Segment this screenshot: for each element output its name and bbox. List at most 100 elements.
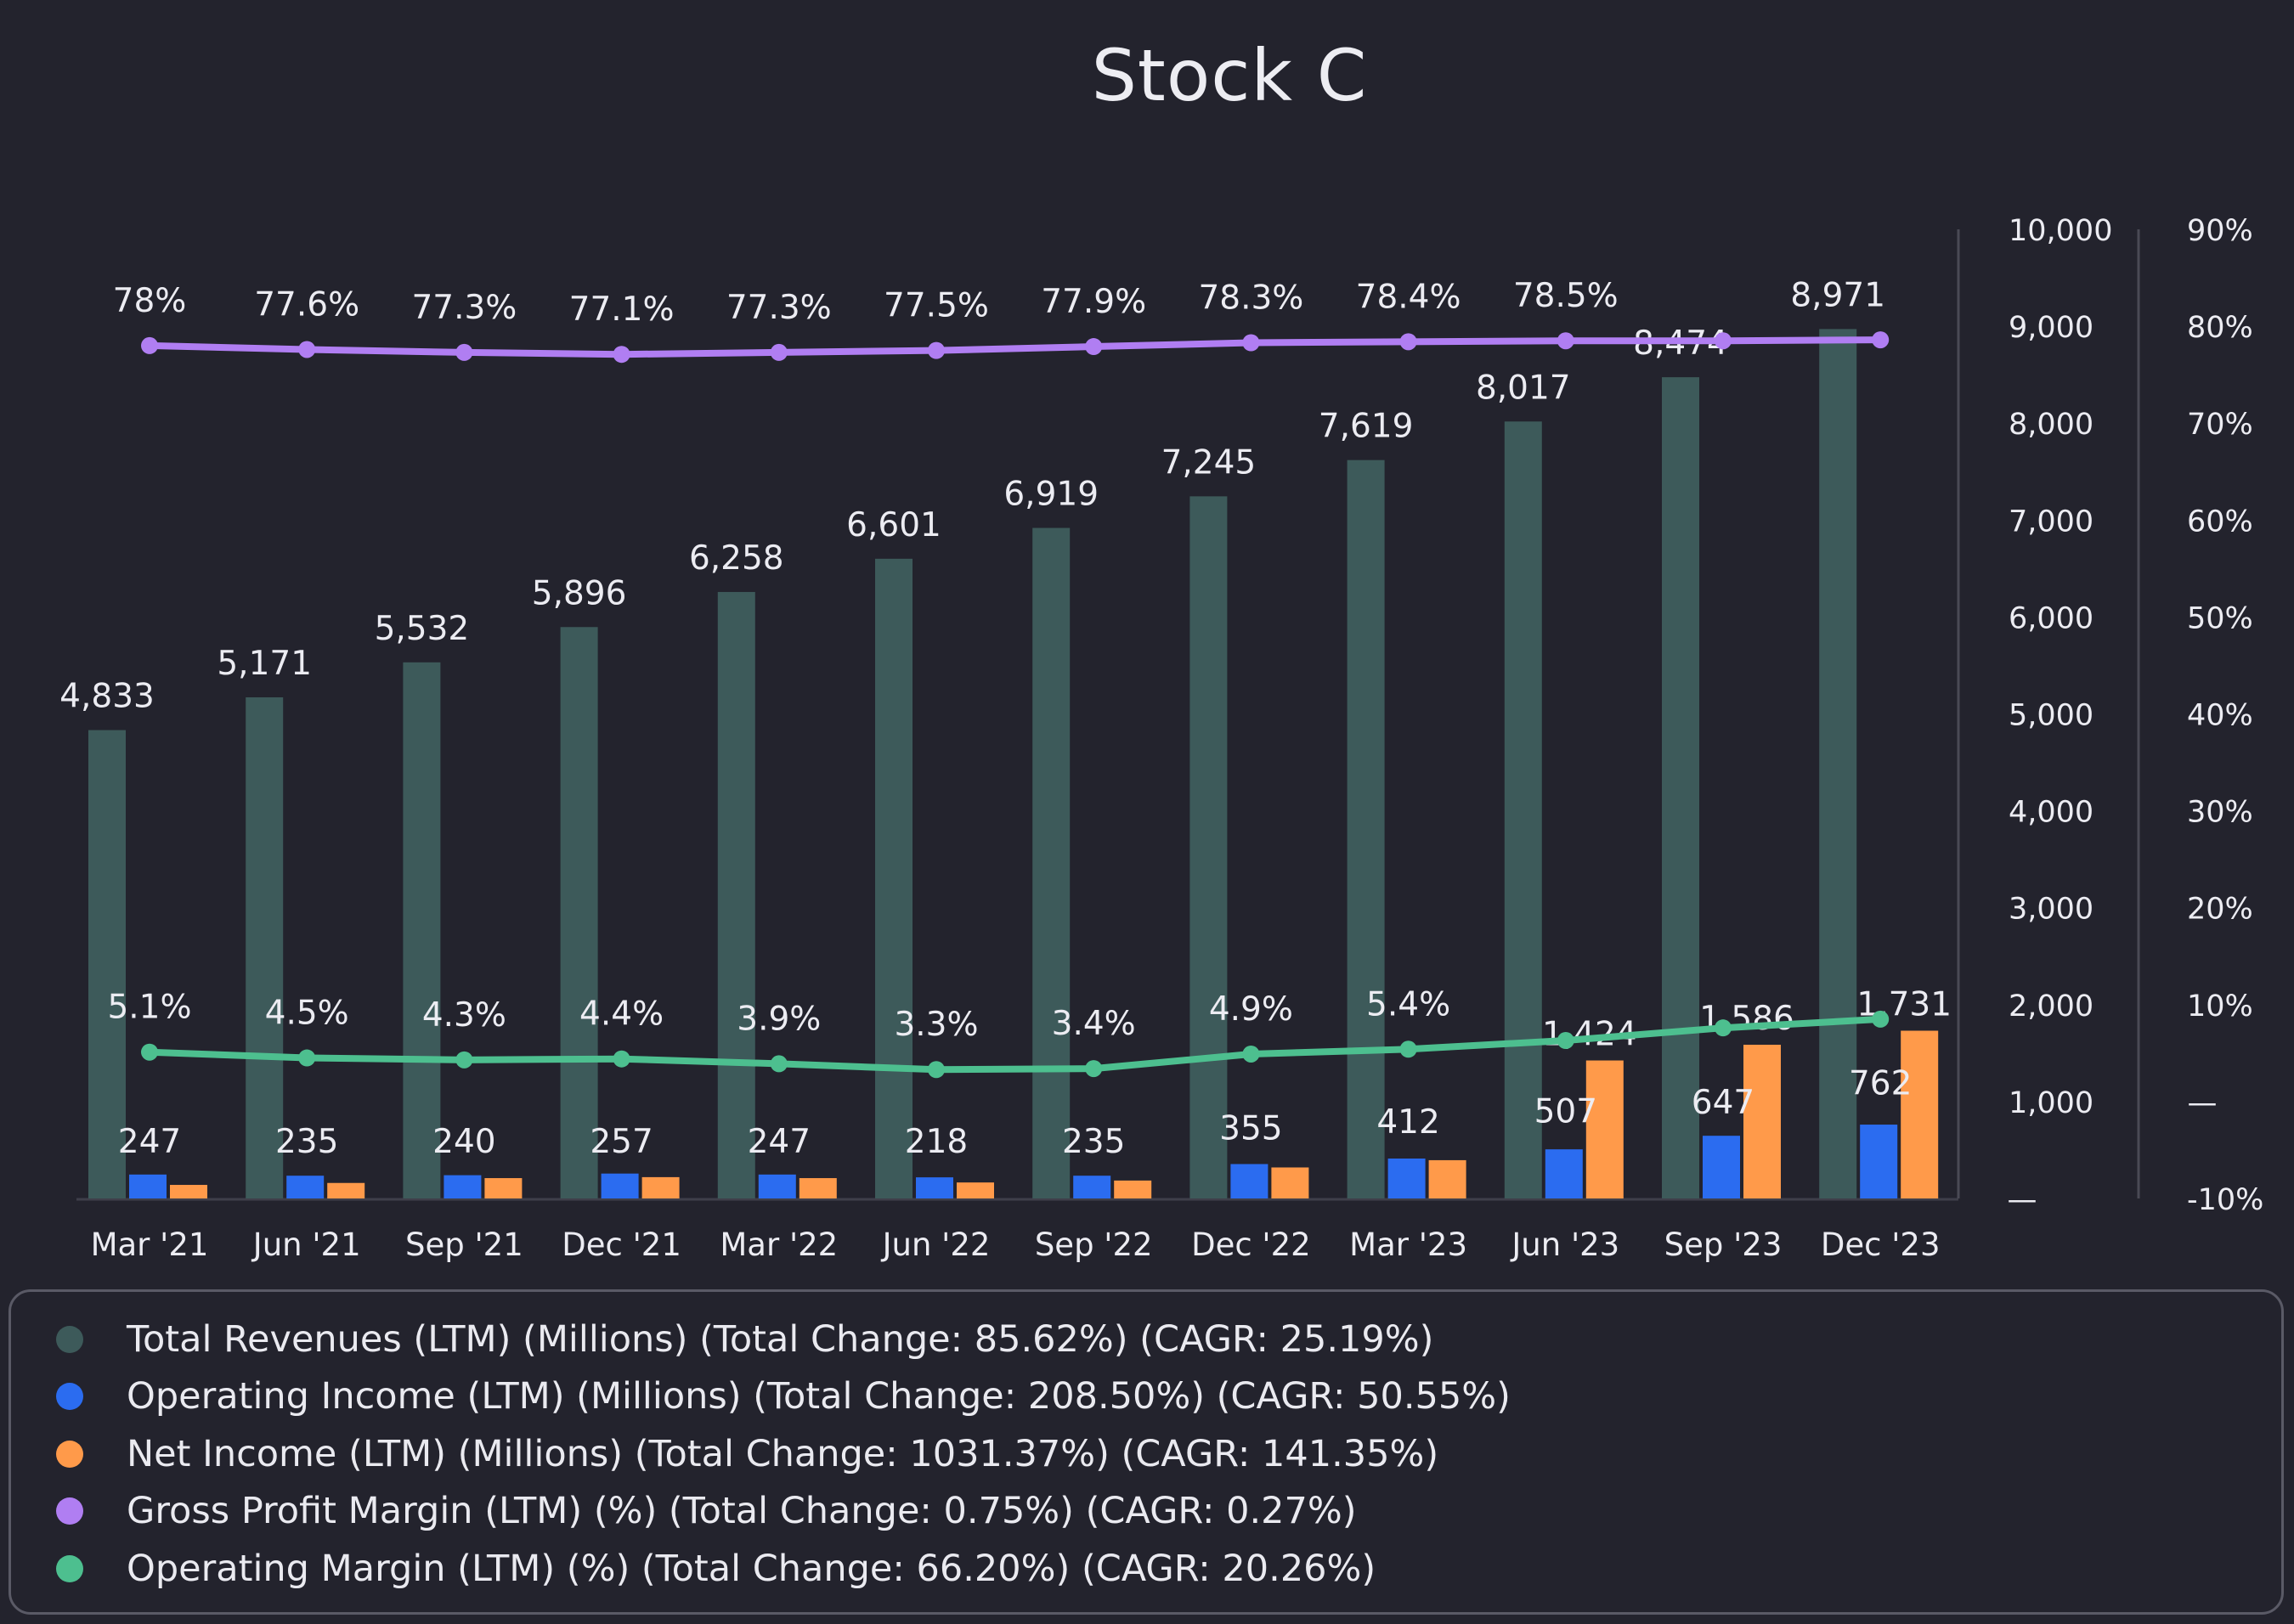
operating-income-data-label: 355 [1219,1109,1282,1148]
gross-margin-data-label: 77.6% [254,285,359,324]
x-tick-label: Dec '21 [562,1226,681,1263]
gross-margin-data-label: 77.5% [884,287,989,325]
operating-income-bar [601,1173,639,1198]
operating-margin-data-label: 5.1% [107,989,191,1027]
operating-margin-point [1715,1019,1732,1037]
operating-income-data-label: 762 [1849,1064,1912,1102]
chart-plot: — 1,000 2,000 3,000 4,000 5,000 6,000 7,000 8,00… [59,214,2263,1263]
revenue-bar [560,627,598,1198]
revenue-data-label: 5,896 [532,574,627,612]
x-tick-label: Jun '21 [251,1226,361,1263]
left-axis-tick-label: 5,000 [2009,699,2093,733]
x-tick-label: Sep '22 [1035,1226,1153,1263]
right-axis-tick-label: 80% [2187,311,2253,345]
legend-item: Operating Income (LTM) (Millions) (Total… [11,1368,2281,1426]
gross-margin-point [1399,333,1417,351]
revenue-bar [717,591,755,1198]
gross-margin-point [613,346,630,364]
operating-margin-point [1242,1045,1260,1063]
operating-margin-data-label: 3.3% [894,1006,978,1044]
operating-margin-data-label: 4.3% [422,996,506,1035]
revenue-data-label: 5,532 [375,610,470,648]
left-axis-tick-label: 7,000 [2009,505,2093,539]
left-axis-tick-label: 2,000 [2009,990,2093,1023]
revenue-data-label: 7,245 [1161,443,1257,482]
chart-title: Stock C [1091,34,1368,117]
legend-item: Gross Profit Margin (LTM) (%) (Total Cha… [11,1483,2281,1541]
left-axis-tick-label: 8,000 [2009,408,2093,442]
net-income-bar [1743,1045,1781,1198]
operating-margin-point [1557,1032,1574,1050]
revenue-bar [1347,460,1385,1198]
legend-label: Operating Income (LTM) (Millions) (Total… [127,1375,1511,1418]
net-income-bar [1585,1060,1624,1198]
operating-margin-data-label: 5.4% [1366,985,1450,1023]
net-income-bar [1428,1159,1466,1198]
gross-margin-data-label: 78% [113,282,187,320]
left-axis-tick-label: 6,000 [2009,601,2093,635]
gross-margin-point [455,343,473,361]
operating-margin-data-label: 4.9% [1209,990,1293,1029]
legend-item: Net Income (LTM) (Millions) (Total Chang… [11,1425,2281,1483]
operating-margin-point [141,1043,158,1061]
revenue-bar [875,558,913,1198]
operating-income-data-label: 412 [1376,1103,1439,1142]
revenue-data-label: 8,971 [1790,276,1885,314]
right-axis-tick-label: -10% [2187,1183,2263,1217]
operating-margin-point [1399,1040,1417,1058]
right-axis-tick-label: 50% [2187,601,2253,635]
gross-margin-data-label: 77.3% [726,289,832,327]
right-axis-tick-label: — [2188,1086,2218,1120]
x-tick-label: Mar '21 [91,1226,209,1263]
right-axis-tick-label: 10% [2187,990,2253,1023]
revenue-bar [246,696,284,1198]
x-tick-label: Sep '23 [1664,1226,1783,1263]
gross-margin-point [1872,331,1890,349]
left-axis-tick-label: — [2008,1183,2037,1217]
revenue-data-label: 6,258 [689,539,784,578]
gross-margin-point [1557,332,1574,350]
net-income-bar [1901,1030,1939,1198]
net-income-bar [484,1178,523,1198]
legend-swatch [56,1383,83,1411]
revenue-data-label: 6,601 [846,506,941,544]
operating-income-data-label: 647 [1692,1084,1754,1122]
gross-margin-point [1085,338,1103,356]
operating-income-data-label: 247 [748,1123,811,1161]
revenue-data-label: 4,833 [59,678,155,716]
operating-margin-point [770,1055,788,1073]
legend: Total Revenues (LTM) (Millions) (Total C… [8,1289,2284,1615]
x-tick-label: Dec '23 [1821,1226,1941,1263]
legend-item: Operating Margin (LTM) (%) (Total Change… [11,1540,2281,1598]
gross-margin-data-label: 77.3% [411,289,517,327]
gross-margin-point [770,343,788,361]
legend-label: Operating Margin (LTM) (%) (Total Change… [127,1547,1376,1590]
x-tick-label: Mar '22 [720,1226,838,1263]
operating-income-bar [286,1176,325,1198]
gross-margin-point [1242,334,1260,352]
gross-margin-point [1715,332,1732,350]
operating-margin-data-label: 4.4% [579,995,664,1034]
operating-income-data-label: 218 [905,1123,968,1161]
net-income-bar [170,1185,207,1198]
operating-margin-data-label: 4.5% [265,995,349,1033]
operating-margin-point [928,1061,945,1079]
operating-margin-point [298,1049,316,1067]
revenue-data-label: 5,171 [217,645,312,683]
x-tick-label: Dec '22 [1191,1226,1311,1263]
operating-income-data-label: 257 [590,1123,653,1161]
operating-margin-point [1872,1010,1890,1028]
net-income-bar [641,1176,680,1198]
left-axis-tick-label: 4,000 [2009,796,2093,830]
legend-swatch [56,1497,83,1525]
legend-swatch [56,1554,83,1582]
legend-label: Gross Profit Margin (LTM) (%) (Total Cha… [127,1490,1357,1533]
operating-income-bar [1703,1136,1740,1198]
operating-income-data-label: 235 [275,1123,338,1161]
operating-income-bar [1860,1125,1898,1198]
operating-margin-point [613,1050,630,1068]
legend-label: Total Revenues (LTM) (Millions) (Total C… [127,1317,1434,1361]
revenue-bar [1819,329,1857,1198]
operating-income-data-label: 235 [1062,1123,1125,1161]
left-axis-tick-label: 10,000 [2009,214,2112,248]
